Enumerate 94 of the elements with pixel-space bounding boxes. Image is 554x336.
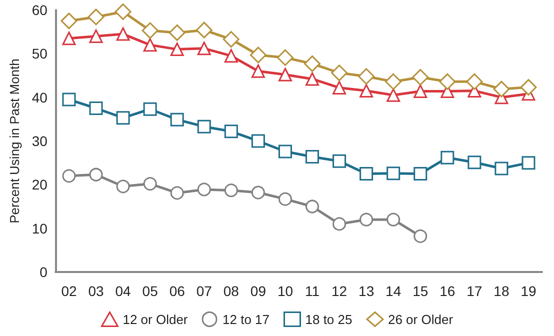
y-tick-label: 20: [32, 176, 48, 193]
point: [332, 217, 346, 231]
y-tick-label: 60: [32, 2, 48, 18]
point: [276, 49, 294, 66]
point: [306, 150, 319, 164]
y-axis-title: Percent Using in Past Month: [7, 58, 22, 224]
point: [278, 192, 292, 206]
point: [412, 68, 429, 86]
x-tick-label: 04: [115, 283, 132, 299]
point: [170, 112, 184, 126]
point: [251, 186, 265, 200]
x-tick-label: 17: [466, 283, 482, 299]
point: [251, 134, 265, 148]
point: [224, 124, 238, 138]
point: [468, 156, 482, 170]
point: [278, 144, 292, 158]
point: [89, 29, 103, 43]
x-tick-label: 03: [88, 283, 104, 299]
point: [385, 73, 402, 90]
point: [493, 80, 510, 98]
y-tick-label: 0: [40, 264, 48, 280]
point: [143, 102, 157, 116]
point: [414, 167, 428, 180]
y-tick-label: 30: [32, 133, 48, 149]
y-tick-label: 40: [32, 89, 48, 106]
x-tick-label: 16: [440, 283, 456, 299]
point: [386, 166, 400, 180]
point: [196, 22, 212, 38]
point: [197, 182, 211, 196]
point: [494, 162, 508, 176]
x-tick-label: 11: [304, 283, 320, 299]
point: [224, 184, 238, 198]
point: [88, 8, 104, 26]
x-tick-label: 14: [386, 283, 402, 299]
point: [332, 154, 346, 168]
point: [62, 32, 76, 46]
x-tick-label: 06: [169, 283, 186, 299]
x-tick-label: 19: [520, 283, 536, 299]
x-tick-label: 09: [250, 283, 266, 299]
point: [522, 156, 536, 170]
point: [332, 80, 346, 94]
point: [251, 64, 265, 78]
point: [306, 72, 319, 86]
point: [89, 102, 103, 115]
y-tick-label: 50: [32, 46, 48, 62]
point: [142, 22, 158, 39]
x-tick-label: 13: [358, 283, 374, 299]
point: [89, 168, 103, 182]
point: [143, 38, 157, 52]
legend-label: 26 or Older: [388, 312, 454, 327]
point: [360, 84, 374, 98]
point: [62, 92, 76, 106]
legend-label: 18 to 25: [305, 312, 352, 327]
point: [197, 120, 211, 134]
x-tick-label: 05: [142, 283, 158, 299]
point: [116, 27, 130, 41]
point: [168, 24, 186, 41]
point: [414, 229, 428, 243]
x-tick-label: 12: [331, 283, 348, 299]
x-tick-label: 08: [223, 283, 240, 299]
x-tick-label: 07: [196, 283, 212, 299]
point: [278, 68, 292, 82]
point: [440, 150, 454, 164]
point: [224, 49, 238, 63]
point: [116, 180, 130, 194]
point: [170, 42, 184, 56]
x-tick-label: 02: [61, 283, 77, 299]
x-tick-label: 18: [494, 283, 510, 299]
point: [114, 3, 132, 20]
x-tick-label: 10: [277, 283, 294, 299]
point: [62, 169, 76, 183]
point: [358, 68, 375, 85]
point: [386, 88, 400, 102]
point: [360, 212, 374, 226]
point: [197, 42, 211, 56]
point: [143, 177, 157, 191]
point: [331, 64, 348, 82]
y-tick-label: 10: [32, 220, 48, 236]
point: [306, 200, 319, 214]
legend-label: 12 or Older: [122, 312, 188, 327]
point: [250, 46, 266, 64]
point: [170, 186, 184, 200]
point: [304, 55, 320, 72]
legend-label: 12 to 17: [222, 312, 270, 327]
point: [386, 212, 400, 226]
point: [360, 167, 374, 180]
point: [116, 111, 130, 125]
point: [520, 79, 537, 96]
point: [60, 12, 78, 30]
x-tick-label: 15: [412, 283, 428, 299]
point: [466, 73, 483, 90]
point: [222, 31, 240, 48]
point: [439, 73, 456, 90]
point: [414, 84, 428, 98]
